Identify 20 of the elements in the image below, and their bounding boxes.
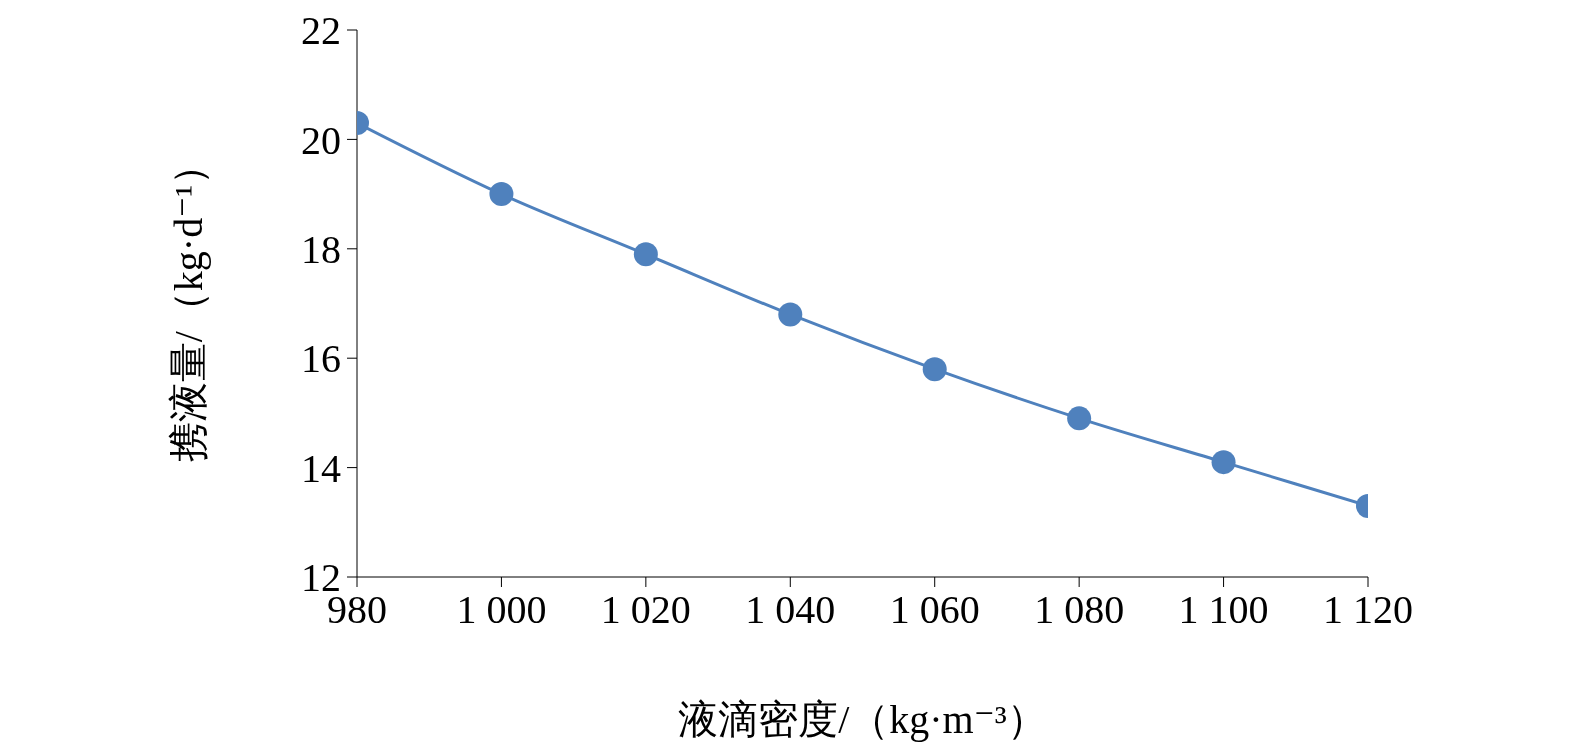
y-tick-label: 14 bbox=[301, 445, 341, 491]
x-tick-label: 1 040 bbox=[745, 587, 836, 633]
x-tick-label: 1 100 bbox=[1178, 587, 1269, 633]
point bbox=[1211, 450, 1236, 475]
y-axis-title: 携液量/（kg·d⁻¹） bbox=[166, 144, 212, 463]
x-tick-label: 1 080 bbox=[1034, 587, 1125, 633]
point bbox=[1067, 406, 1092, 431]
y-tick-label: 20 bbox=[301, 117, 341, 163]
x-tick-label: 1 000 bbox=[456, 587, 547, 633]
x-tick-label: 1 060 bbox=[889, 587, 980, 633]
x-axis-title: 液滴密度/（kg·m⁻³） bbox=[678, 697, 1047, 742]
y-tick-label: 16 bbox=[301, 336, 341, 382]
x-tick-label: 1 020 bbox=[600, 587, 691, 633]
point bbox=[489, 182, 514, 207]
y-tick-label: 22 bbox=[301, 8, 341, 54]
point bbox=[778, 302, 803, 327]
point bbox=[633, 242, 658, 267]
x-tick-label: 1 120 bbox=[1323, 587, 1413, 633]
y-tick-label: 18 bbox=[301, 227, 341, 272]
point bbox=[922, 357, 947, 382]
